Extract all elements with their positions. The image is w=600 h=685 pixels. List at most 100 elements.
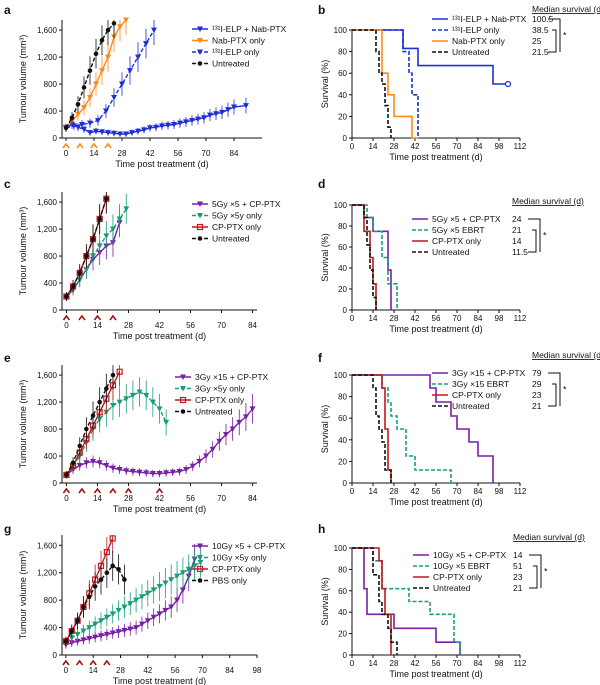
sig-bracket-inner-d: [528, 229, 537, 253]
legend-label-d-3: Untreated: [432, 247, 470, 257]
median-value-h-0: 14: [513, 550, 523, 560]
sig-star-b: *: [563, 31, 567, 41]
data-point-a-3: [63, 125, 69, 131]
treatment-arrow-g: [75, 659, 84, 666]
data-point-c-3: [97, 216, 102, 222]
data-point-e-0: [169, 469, 176, 476]
data-point-a-0: [81, 126, 87, 133]
median-value-b-3: 21.5: [532, 47, 549, 57]
y-tick-label-d: 20: [338, 285, 347, 294]
series-line-d-3: [352, 204, 377, 310]
data-point-a-0: [141, 127, 147, 133]
data-point-g-0: [156, 611, 163, 617]
x-tick-label-g: 0: [64, 666, 69, 675]
x-tick-label-d: 98: [495, 314, 504, 323]
x-tick-label-b: 28: [390, 142, 399, 151]
data-point-a-1: [117, 24, 123, 30]
legend-marker-a-3: [197, 61, 203, 66]
legend-label-g-3: PBS only: [212, 576, 248, 586]
legend-label-d-2: CP-PTX only: [432, 236, 482, 246]
legend-label-b-2: Nab-PTX only: [452, 36, 506, 46]
data-point-a-0: [75, 124, 81, 131]
data-point-a-0: [207, 112, 213, 119]
series-line-h-0: [352, 547, 461, 655]
data-point-g-3: [63, 638, 69, 644]
data-point-e-1: [136, 389, 143, 395]
median-value-h-3: 21: [513, 583, 523, 593]
data-point-g-3: [122, 577, 127, 582]
legend-marker-g-0: [197, 543, 203, 549]
legend-marker-g-2: [196, 565, 204, 573]
y-tick-label-a: 1,600: [37, 26, 58, 35]
data-point-e-0: [196, 458, 203, 465]
x-tick-label-g: 84: [225, 666, 234, 675]
x-axis-label-a: Time post treatment (d): [115, 159, 208, 169]
y-tick-label-b: 80: [338, 48, 347, 57]
x-axis-label-e: Time post treatment (d): [113, 504, 206, 514]
series-line-f-3: [352, 374, 392, 483]
y-tick-label-h: 0: [343, 651, 348, 660]
x-tick-label-f: 56: [432, 487, 441, 496]
data-point-a-2: [127, 68, 133, 74]
legend-label-g-0: 10Gy ×5 + CP-PTX: [212, 541, 286, 551]
data-point-c-3: [90, 236, 96, 242]
data-point-a-2: [119, 81, 125, 88]
data-point-a-0: [243, 103, 249, 109]
data-point-e-0: [129, 469, 136, 475]
data-point-c-1: [96, 243, 103, 249]
panel-letter-c: c: [4, 177, 11, 191]
data-point-g-1: [68, 635, 75, 641]
sig-star-h: *: [544, 567, 548, 577]
data-point-e-0: [163, 470, 170, 476]
legend-marker-e-1: [180, 386, 186, 392]
data-point-g-2: [103, 549, 110, 556]
data-point-e-1: [149, 399, 156, 406]
treatment-arrow-a: [90, 142, 98, 149]
y-tick-label-b: 100: [334, 26, 348, 35]
x-axis-label-f: Time post treatment (d): [389, 497, 482, 507]
data-point-a-3: [99, 37, 105, 43]
data-point-g-1: [179, 570, 186, 576]
data-point-e-0: [136, 469, 143, 476]
x-tick-label-h: 84: [474, 659, 483, 668]
y-tick-label-e: 400: [44, 452, 58, 461]
data-point-e-3: [97, 399, 102, 405]
x-tick-label-e: 70: [217, 494, 226, 503]
data-point-g-1: [191, 563, 198, 569]
legend-label-g-2: CP-PTX only: [212, 564, 262, 574]
data-point-a-0: [153, 124, 159, 131]
data-point-g-1: [74, 631, 81, 638]
x-tick-label-c: 0: [64, 321, 69, 330]
legend-label-g-1: 10Gy ×5y only: [212, 553, 267, 563]
x-tick-label-c: 56: [186, 321, 195, 330]
data-point-g-3: [92, 584, 98, 589]
treatment-arrow-c: [109, 314, 117, 321]
x-tick-label-a: 14: [90, 149, 99, 158]
data-point-g-1: [162, 580, 169, 586]
data-point-a-2: [151, 27, 157, 34]
legend-label-d-0: 5Gy ×5 + CP-PTX: [432, 214, 501, 224]
x-tick-label-a: 84: [230, 149, 239, 158]
data-point-g-0: [121, 627, 128, 634]
x-tick-label-d: 70: [453, 314, 462, 323]
treatment-arrow-e: [155, 487, 164, 494]
legend-marker-g-3: [197, 578, 203, 583]
sig-bracket-f: [548, 372, 561, 406]
data-point-a-3: [111, 21, 117, 26]
x-axis-label-g: Time post treatment (d): [113, 676, 206, 685]
data-point-e-1: [163, 419, 170, 426]
data-point-e-1: [129, 392, 136, 399]
treatment-arrow-e: [62, 487, 71, 494]
data-point-g-3: [75, 618, 80, 624]
series-line-b-2: [352, 29, 418, 139]
x-tick-label-h: 14: [369, 659, 378, 668]
y-tick-label-c: 400: [44, 279, 58, 288]
y-tick-label-f: 40: [338, 436, 347, 445]
data-point-a-0: [99, 129, 105, 135]
y-tick-label-h: 80: [338, 565, 347, 574]
data-point-g-1: [121, 604, 128, 610]
series-line-f-0: [352, 374, 494, 483]
x-tick-label-h: 70: [453, 659, 462, 668]
treatment-arrow-a: [76, 142, 84, 149]
x-tick-label-d: 0: [350, 314, 355, 323]
